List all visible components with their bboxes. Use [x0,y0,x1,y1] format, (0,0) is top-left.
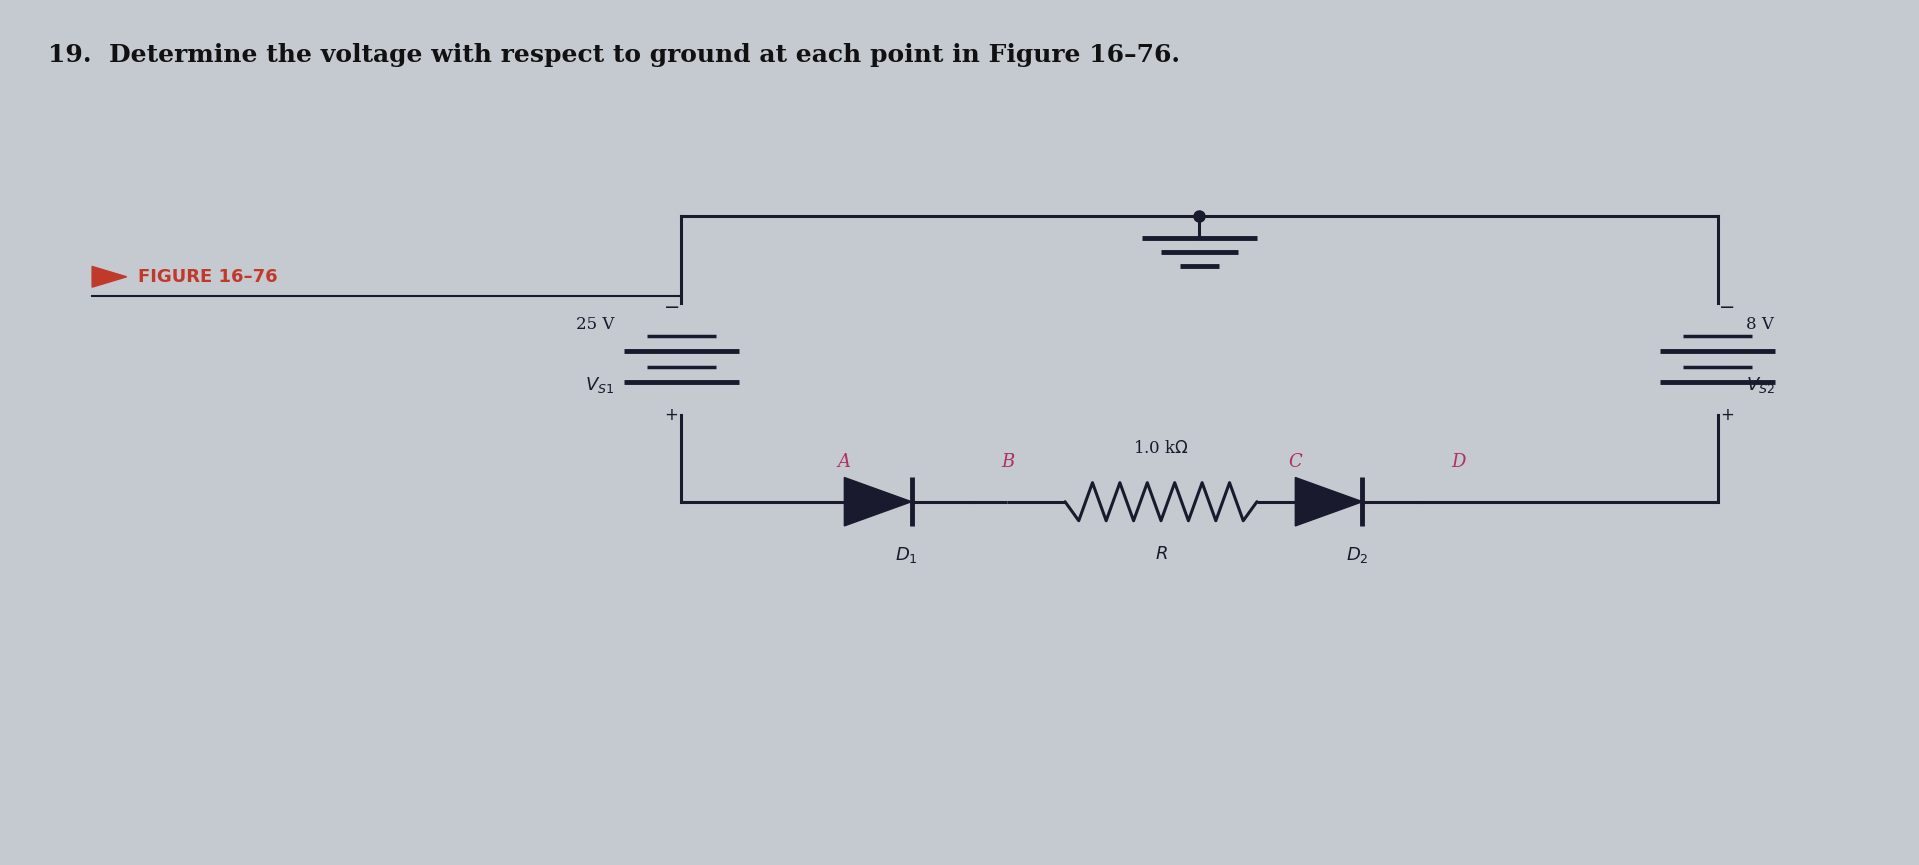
Text: C: C [1288,453,1303,471]
Polygon shape [92,266,127,287]
Text: 8 V: 8 V [1746,316,1775,333]
Text: D: D [1451,453,1466,471]
Text: $R$: $R$ [1155,545,1167,563]
Text: B: B [1002,453,1013,471]
Text: +: + [1719,406,1735,424]
Text: $D_1$: $D_1$ [896,545,917,565]
Text: +: + [664,406,679,424]
Text: $V_{S1}$: $V_{S1}$ [585,375,614,395]
Text: 19.  Determine the voltage with respect to ground at each point in Figure 16–76.: 19. Determine the voltage with respect t… [48,43,1180,67]
Text: $V_{S2}$: $V_{S2}$ [1746,375,1775,395]
Text: −: − [1719,298,1735,317]
Text: $D_2$: $D_2$ [1347,545,1368,565]
Text: 25 V: 25 V [576,316,614,333]
Text: FIGURE 16–76: FIGURE 16–76 [138,268,278,285]
Polygon shape [1295,477,1362,526]
Text: −: − [664,298,679,317]
Text: 1.0 k$\Omega$: 1.0 k$\Omega$ [1132,439,1190,457]
Text: A: A [839,453,850,471]
Polygon shape [844,477,912,526]
